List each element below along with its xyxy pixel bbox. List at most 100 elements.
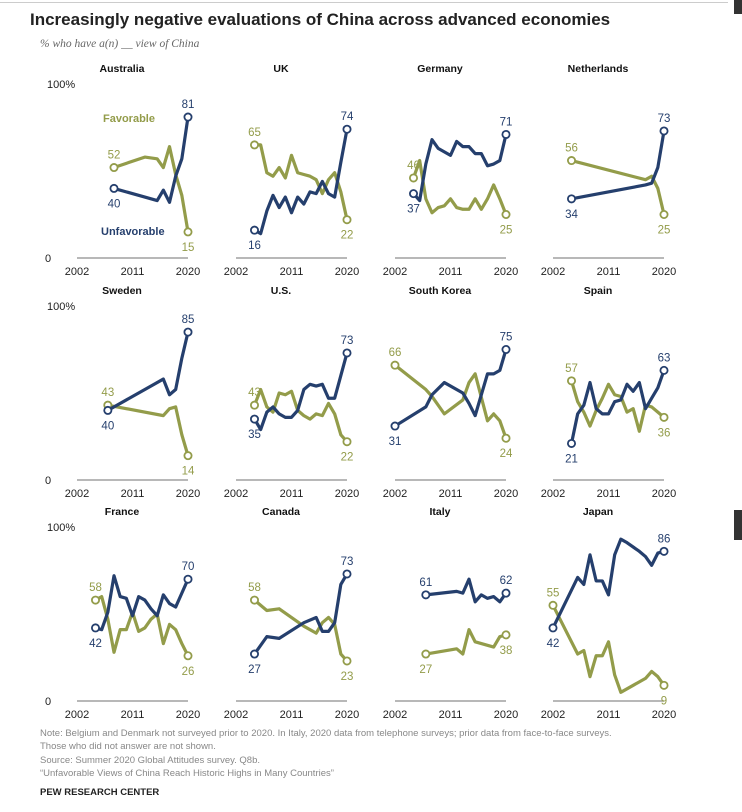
favorable-point	[342, 215, 352, 225]
unfavorable-point	[567, 438, 577, 448]
unfavorable-start-label: 31	[389, 436, 402, 448]
unfavorable-start-label: 34	[565, 209, 578, 221]
unfavorable-point	[421, 590, 431, 600]
favorable-point	[183, 451, 193, 461]
favorable-end-label: 26	[182, 666, 195, 678]
panel-title: Australia	[100, 63, 145, 75]
unfavorable-start-label: 21	[565, 453, 578, 465]
unfavorable-line	[551, 537, 665, 629]
favorable-start-label: 66	[389, 347, 402, 359]
unfavorable-point	[567, 194, 577, 204]
favorable-point	[501, 433, 511, 443]
favorable-line	[394, 363, 508, 439]
x-tick-label: 2020	[335, 266, 359, 278]
panel-title: Japan	[583, 506, 613, 518]
panel-australia: Australia 2002 2011 2020 100% 0 52 15 40 81 Favora…	[45, 63, 200, 278]
unfavorable-point	[342, 348, 352, 358]
unfavorable-end-label: 70	[182, 561, 195, 573]
x-tick-label: 2002	[383, 488, 407, 500]
favorable-start-label: 65	[248, 127, 261, 139]
favorable-line	[107, 403, 190, 457]
unfavorable-line	[569, 369, 666, 444]
y-tick-label: 0	[45, 475, 51, 487]
unfavorable-point	[183, 574, 193, 584]
panel-germany: Germany 2002 2011 2020 46 25 37 71	[383, 63, 518, 278]
unfavorable-point	[342, 569, 352, 579]
note-line: Note: Belgium and Denmark not surveyed p…	[40, 728, 612, 739]
panel-south-korea: South Korea 2002 2011 2020 66 24 31 75	[383, 285, 518, 500]
unfavorable-line	[107, 331, 190, 412]
x-tick-label: 2002	[541, 709, 565, 721]
source-org: PEW RESEARCH CENTER	[40, 787, 160, 798]
favorable-point	[659, 209, 669, 219]
unfavorable-start-label: 42	[89, 638, 102, 650]
panel-u-s-: U.S. 2002 2011 2020 43 22 35 73	[224, 285, 359, 500]
unfavorable-point	[408, 189, 418, 199]
x-tick-label: 2020	[494, 709, 518, 721]
top-rule	[0, 2, 728, 3]
x-tick-label: 2002	[541, 266, 565, 278]
x-tick-label: 2020	[176, 266, 200, 278]
favorable-line	[94, 594, 190, 657]
x-tick-label: 2002	[224, 709, 248, 721]
x-tick-label: 2011	[597, 709, 621, 721]
favorable-line	[425, 628, 507, 656]
unfavorable-point	[91, 623, 101, 633]
unfavorable-line	[253, 352, 349, 432]
y-tick-label: 100%	[47, 522, 75, 534]
panel-canada: Canada 2002 2011 2020 58 23 27 73	[224, 506, 359, 721]
x-tick-label: 2011	[121, 709, 145, 721]
unfavorable-point	[249, 414, 259, 424]
unfavorable-start-label: 40	[108, 198, 121, 210]
unfavorable-line	[394, 349, 508, 428]
unfavorable-point	[103, 405, 113, 415]
unfavorable-point	[659, 365, 669, 375]
unfavorable-line	[95, 574, 190, 632]
unfavorable-start-label: 40	[101, 420, 114, 432]
scrollbar-thumb[interactable]	[734, 0, 742, 14]
y-tick-label: 100%	[47, 79, 75, 91]
unfavorable-line	[253, 573, 349, 655]
x-tick-label: 2020	[335, 488, 359, 500]
x-tick-label: 2020	[176, 709, 200, 721]
x-tick-label: 2011	[121, 488, 145, 500]
favorable-line	[113, 145, 190, 233]
favorable-point	[567, 376, 577, 386]
favorable-point	[342, 437, 352, 447]
chart-title: Increasingly negative evaluations of Chi…	[30, 10, 611, 29]
favorable-point	[183, 651, 193, 661]
x-tick-label: 2011	[280, 266, 304, 278]
favorable-line	[254, 143, 349, 221]
favorable-line	[571, 159, 666, 215]
unfavorable-end-label: 73	[658, 113, 671, 125]
favorable-point	[501, 630, 511, 640]
x-tick-label: 2002	[65, 266, 89, 278]
x-tick-label: 2020	[335, 709, 359, 721]
y-tick-label: 0	[45, 696, 51, 708]
favorable-end-label: 15	[182, 242, 195, 254]
favorable-point	[249, 595, 259, 605]
favorable-start-label: 46	[407, 160, 420, 172]
unfavorable-end-label: 73	[341, 556, 354, 568]
scrollbar-thumb[interactable]	[734, 510, 742, 540]
unfavorable-point	[249, 649, 259, 659]
favorable-point	[390, 360, 400, 370]
unfavorable-end-label: 86	[658, 533, 671, 545]
favorable-start-label: 55	[547, 587, 560, 599]
unfavorable-line	[571, 130, 666, 201]
unfavorable-start-label: 35	[248, 429, 261, 441]
panel-france: France 2002 2011 2020 100% 0 58 26 42 70	[45, 506, 200, 721]
panel-title: Italy	[429, 506, 450, 518]
favorable-end-label: 36	[658, 427, 671, 439]
favorable-point	[548, 600, 558, 610]
x-tick-label: 2020	[494, 488, 518, 500]
x-tick-label: 2011	[280, 488, 304, 500]
panel-sweden: Sweden 2002 2011 2020 100% 0 43 14 40 85	[45, 285, 200, 500]
unfavorable-point	[501, 129, 511, 139]
favorable-point	[567, 156, 577, 166]
favorable-point	[183, 227, 193, 237]
favorable-end-label: 22	[341, 452, 354, 464]
favorable-point	[421, 649, 431, 659]
favorable-end-label: 9	[661, 695, 667, 707]
